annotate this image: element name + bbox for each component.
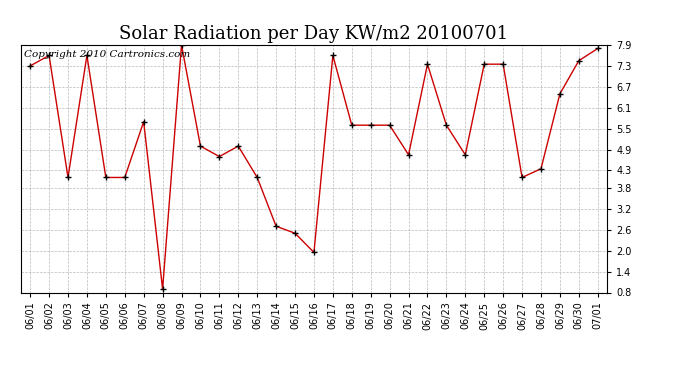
Title: Solar Radiation per Day KW/m2 20100701: Solar Radiation per Day KW/m2 20100701	[119, 26, 509, 44]
Text: Copyright 2010 Cartronics.com: Copyright 2010 Cartronics.com	[23, 50, 190, 59]
